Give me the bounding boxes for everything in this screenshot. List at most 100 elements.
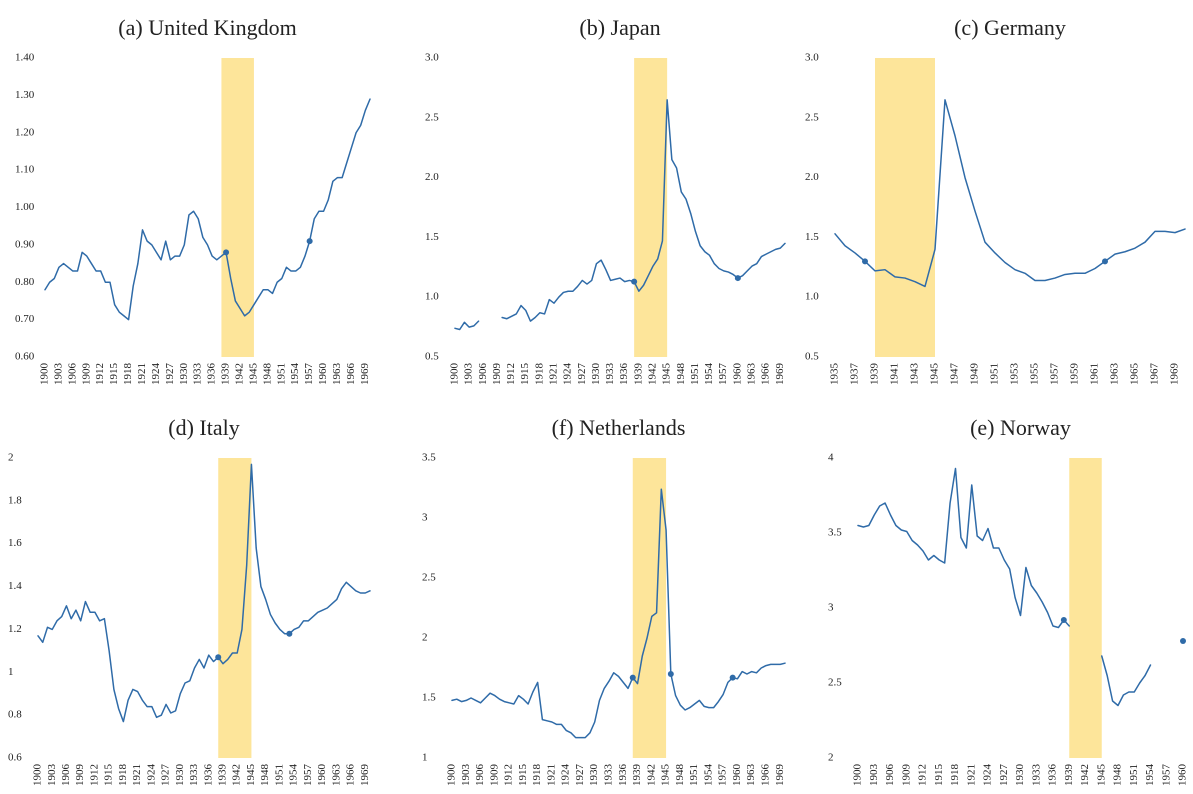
x-tick-label: 1903 bbox=[463, 363, 475, 386]
x-tick-label: 1954 bbox=[1144, 764, 1156, 787]
y-tick-label: 1.2 bbox=[8, 623, 22, 635]
y-tick-label: 3.0 bbox=[805, 52, 819, 64]
y-tick-label: 1.4 bbox=[8, 580, 22, 592]
x-tick-label: 1969 bbox=[774, 363, 786, 386]
marker-dot bbox=[734, 275, 741, 282]
x-tick-label: 1924 bbox=[145, 764, 157, 787]
x-tick-label: 1930 bbox=[590, 363, 602, 386]
x-tick-label: 1936 bbox=[617, 764, 629, 787]
y-tick-label: 0.6 bbox=[8, 752, 22, 764]
panel-title: (c) Germany bbox=[954, 15, 1066, 40]
y-tick-label: 2.5 bbox=[805, 111, 819, 123]
data-line bbox=[451, 488, 786, 739]
data-line bbox=[37, 463, 371, 723]
y-tick-label: 0.5 bbox=[425, 351, 439, 363]
x-tick-label: 1945 bbox=[661, 363, 673, 386]
x-tick-label: 1927 bbox=[576, 363, 588, 386]
x-tick-label: 1948 bbox=[261, 363, 273, 386]
x-tick-label: 1960 bbox=[317, 363, 329, 386]
x-tick-label: 1900 bbox=[39, 363, 51, 386]
y-tick-label: 2 bbox=[828, 752, 834, 764]
x-tick-label: 1912 bbox=[917, 764, 929, 786]
marker-dot bbox=[631, 278, 638, 285]
y-tick-label: 0.5 bbox=[805, 351, 819, 363]
x-tick-label: 1939 bbox=[1063, 764, 1075, 787]
x-tick-label: 1930 bbox=[1014, 764, 1026, 787]
x-tick-label: 1951 bbox=[1128, 764, 1140, 786]
x-tick-label: 1924 bbox=[560, 764, 572, 787]
shaded-period bbox=[221, 58, 254, 357]
x-tick-label: 1930 bbox=[174, 764, 186, 787]
x-tick-label: 1953 bbox=[1009, 363, 1021, 386]
data-line bbox=[44, 98, 371, 321]
data-line bbox=[857, 467, 1184, 707]
y-tick-label: 2.5 bbox=[828, 677, 842, 689]
x-tick-label: 1963 bbox=[330, 764, 342, 787]
x-tick-label: 1947 bbox=[949, 363, 961, 386]
x-tick-label: 1909 bbox=[74, 764, 86, 787]
x-tick-label: 1966 bbox=[345, 764, 357, 787]
x-tick-label: 1909 bbox=[488, 764, 500, 787]
x-tick-label: 1930 bbox=[178, 363, 190, 386]
x-tick-label: 1951 bbox=[688, 764, 700, 786]
x-tick-label: 1915 bbox=[933, 764, 945, 787]
x-tick-label: 1949 bbox=[969, 363, 981, 386]
x-tick-label: 1933 bbox=[1030, 764, 1042, 787]
y-tick-label: 0.8 bbox=[8, 709, 22, 721]
marker-dot bbox=[667, 671, 674, 677]
x-tick-label: 1937 bbox=[849, 363, 861, 386]
panel-title: (e) Norway bbox=[970, 415, 1071, 440]
x-tick-label: 1955 bbox=[1029, 363, 1041, 386]
x-tick-label: 1960 bbox=[731, 764, 743, 787]
x-tick-label: 1909 bbox=[900, 764, 912, 787]
x-tick-label: 1927 bbox=[164, 363, 176, 386]
x-tick-label: 1921 bbox=[131, 764, 143, 786]
x-tick-label: 1933 bbox=[604, 363, 616, 386]
x-tick-label: 1921 bbox=[965, 764, 977, 786]
y-tick-label: 2.5 bbox=[422, 572, 436, 584]
x-tick-label: 1903 bbox=[52, 363, 64, 386]
y-tick-label: 0.60 bbox=[15, 351, 35, 363]
x-tick-label: 1915 bbox=[108, 363, 120, 386]
x-tick-label: 1918 bbox=[949, 764, 961, 787]
x-tick-label: 1927 bbox=[998, 764, 1010, 787]
x-tick-label: 1921 bbox=[548, 363, 560, 385]
data-line bbox=[454, 99, 786, 331]
x-tick-label: 1957 bbox=[717, 764, 729, 787]
x-tick-label: 1900 bbox=[32, 764, 44, 787]
x-tick-label: 1945 bbox=[245, 764, 257, 787]
marker-dot bbox=[729, 674, 736, 681]
y-tick-label: 1.20 bbox=[15, 126, 35, 138]
x-tick-label: 1957 bbox=[1049, 363, 1061, 386]
x-tick-label: 1948 bbox=[674, 764, 686, 787]
x-tick-label: 1966 bbox=[760, 764, 772, 787]
x-tick-label: 1906 bbox=[60, 764, 72, 787]
x-tick-label: 1939 bbox=[217, 764, 229, 787]
x-tick-label: 1915 bbox=[103, 764, 115, 787]
shaded-period bbox=[1069, 458, 1102, 758]
x-tick-label: 1930 bbox=[588, 764, 600, 787]
x-tick-label: 1957 bbox=[717, 363, 729, 386]
x-tick-label: 1954 bbox=[288, 764, 300, 787]
x-tick-label: 1936 bbox=[206, 363, 218, 386]
x-tick-label: 1969 bbox=[774, 764, 786, 787]
x-tick-label: 1924 bbox=[982, 764, 994, 787]
shaded-period bbox=[875, 58, 935, 357]
x-tick-label: 1954 bbox=[289, 363, 301, 386]
marker-dot bbox=[1060, 617, 1067, 623]
x-tick-label: 1909 bbox=[80, 363, 92, 386]
x-tick-label: 1912 bbox=[88, 764, 100, 786]
panel-title: (b) Japan bbox=[579, 15, 660, 40]
y-tick-label: 3 bbox=[828, 602, 834, 614]
y-tick-label: 4 bbox=[828, 452, 834, 464]
x-tick-label: 1957 bbox=[302, 764, 314, 787]
x-tick-label: 1951 bbox=[689, 363, 701, 385]
marker-dot bbox=[223, 249, 230, 256]
x-tick-label: 1939 bbox=[869, 363, 881, 386]
y-tick-label: 1.00 bbox=[15, 201, 35, 213]
x-tick-label: 1957 bbox=[303, 363, 315, 386]
x-tick-label: 1935 bbox=[829, 363, 841, 386]
marker-dot bbox=[1180, 638, 1186, 644]
x-tick-label: 1903 bbox=[46, 764, 58, 787]
